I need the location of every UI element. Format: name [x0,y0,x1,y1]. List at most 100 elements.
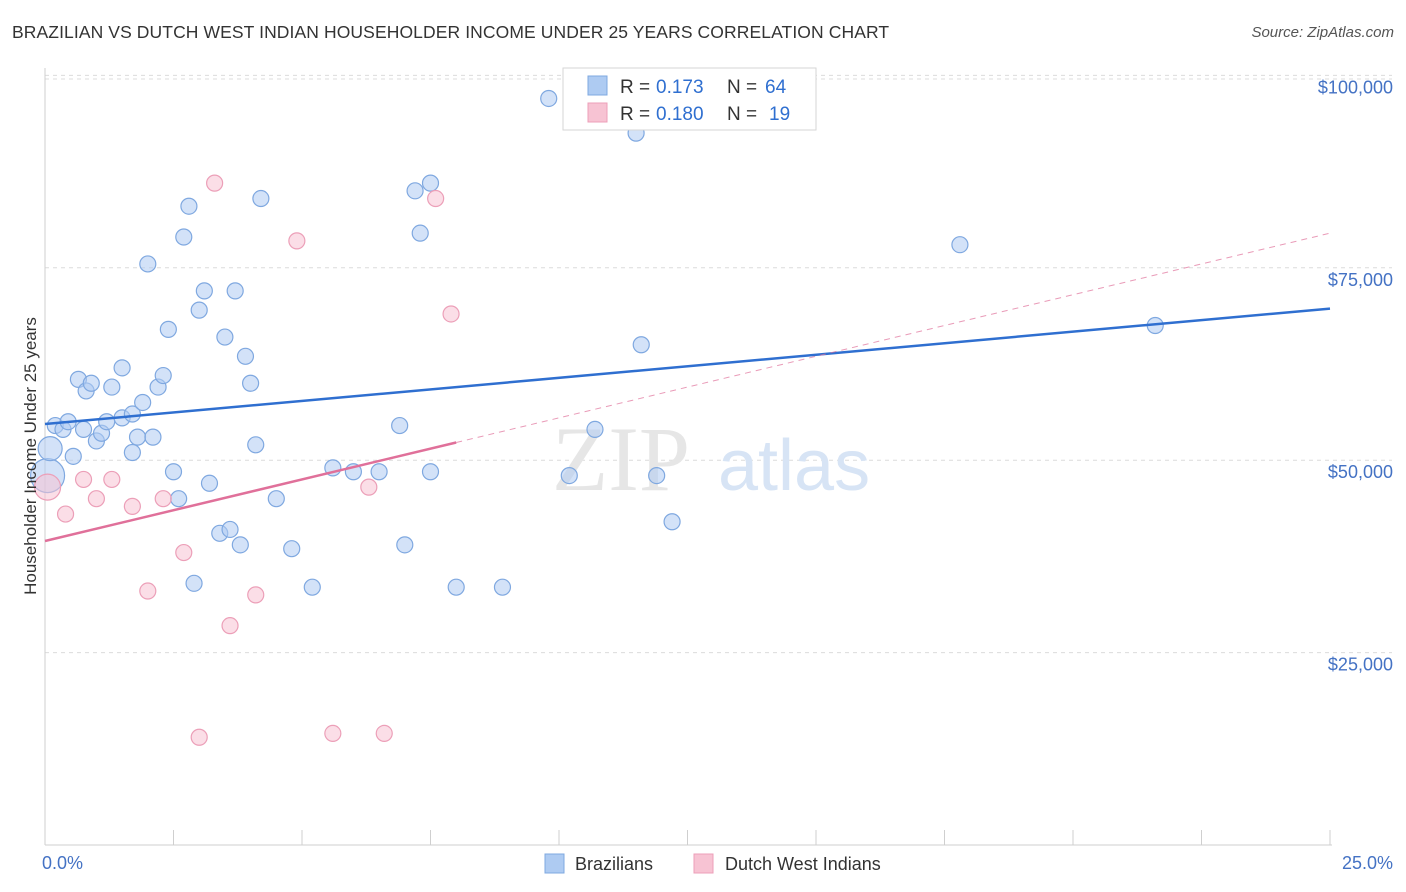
y-axis-title: Householder Income Under 25 years [21,317,40,595]
x-ticks [44,830,1331,845]
point-brazilians-53 [421,463,440,481]
point-brazilians-32 [200,474,219,492]
point-brazilians-20 [139,255,157,273]
chart-source: Source: ZipAtlas.com [1251,24,1394,41]
point-dutch-west-indians-10 [206,174,224,192]
x-tick-label-min: 0.0% [42,853,83,873]
point-dutch-west-indians-16 [375,724,393,743]
trend-lines [44,232,1331,543]
y-tick-label-25000: $25,000 [1328,655,1393,675]
point-brazilians-17 [123,443,141,462]
point-dutch-west-indians-14 [324,724,342,743]
point-dutch-west-indians-2 [74,470,93,489]
point-brazilians-21 [144,428,162,446]
point-brazilians-37 [231,536,249,554]
point-dutch-west-indians-4 [103,470,121,489]
y-tick-labels: $25,000 $50,000 $75,000 $100,000 [1318,77,1393,674]
point-brazilians-63 [951,236,969,254]
point-brazilians-23 [154,366,172,385]
point-brazilians-7 [74,420,93,439]
legend-n-value-1: 64 [765,77,787,98]
legend-bottom-label-brazilians: Brazilians [575,854,653,874]
point-brazilians-28 [180,197,198,215]
y-tick-label-75000: $75,000 [1328,270,1393,290]
point-brazilians-52 [421,174,440,192]
legend-r-label-2: R = [620,104,650,125]
point-dutch-west-indians-8 [175,543,193,562]
point-brazilians-48 [391,416,409,435]
legend-n-label-1: N = [727,77,757,98]
point-dutch-west-indians-3 [87,490,106,508]
point-brazilians-31 [195,282,213,300]
legend-r-value-2: 0.180 [656,104,704,125]
watermark-atlas: atlas [718,426,870,506]
point-dutch-west-indians-9 [190,728,208,746]
trend-line-dutch-west-indians [44,441,457,543]
legend-bottom-swatch-pink [693,853,714,874]
point-brazilians-1 [37,436,63,462]
point-brazilians-16 [123,405,141,423]
point-brazilians-50 [406,182,424,200]
point-brazilians-29 [185,574,203,592]
point-brazilians-56 [540,89,558,108]
point-brazilians-27 [175,228,193,246]
point-brazilians-60 [632,336,650,354]
point-brazilians-34 [216,328,234,346]
point-brazilians-58 [586,420,604,439]
trend-line-brazilians [44,307,1331,426]
trend-extension-dutch-west-indians [456,232,1331,443]
point-dutch-west-indians-15 [360,478,378,496]
point-brazilians-54 [447,578,465,596]
point-dutch-west-indians-11 [221,617,239,635]
y-tick-label-100000: $100,000 [1318,77,1393,97]
point-brazilians-25 [164,463,183,481]
point-brazilians-24 [159,320,177,338]
legend-r-value-1: 0.173 [656,77,704,98]
point-brazilians-57 [560,466,578,485]
legend-bottom-label-dutch-west-indians: Dutch West Indians [725,854,881,874]
point-dutch-west-indians-6 [139,582,157,600]
chart-title: BRAZILIAN VS DUTCH WEST INDIAN HOUSEHOLD… [12,22,890,42]
series-brazilians [29,89,1164,596]
legend-swatch-pink [587,102,608,123]
series-dutch-west-indians [33,174,460,746]
watermark-zip: ZIP [552,408,690,510]
point-brazilians-13 [103,378,121,396]
point-dutch-west-indians-13 [288,232,306,250]
point-dutch-west-indians-1 [56,505,75,523]
point-brazilians-42 [267,490,285,508]
legend-n-value-2: 19 [769,104,790,125]
point-brazilians-40 [247,436,265,454]
point-brazilians-43 [283,540,301,558]
legend-bottom: Brazilians Dutch West Indians [544,853,881,874]
point-brazilians-5 [64,447,82,465]
point-brazilians-47 [370,463,388,481]
point-brazilians-62 [663,513,681,531]
point-brazilians-35 [221,520,239,539]
point-brazilians-30 [190,301,208,319]
point-brazilians-26 [170,490,188,508]
legend-swatch-blue [587,75,608,96]
point-brazilians-38 [236,347,255,365]
point-brazilians-12 [98,413,116,431]
x-tick-label-max: 25.0% [1342,853,1393,873]
legend-n-label-2: N = [727,104,757,125]
point-brazilians-9 [82,374,100,392]
point-brazilians-19 [134,393,152,412]
point-brazilians-36 [226,282,244,300]
point-brazilians-55 [493,578,512,596]
legend-top: R = 0.173 N = 64 R = 0.180 N = 19 [562,67,817,131]
point-brazilians-49 [396,536,414,554]
point-dutch-west-indians-0 [33,473,62,501]
point-brazilians-14 [113,359,131,377]
watermark: ZIP atlas [552,408,870,510]
point-brazilians-61 [648,466,666,485]
point-dutch-west-indians-12 [247,586,265,604]
point-dutch-west-indians-7 [154,490,172,508]
point-brazilians-18 [128,428,147,446]
point-dutch-west-indians-5 [123,497,141,515]
point-brazilians-39 [242,374,260,392]
point-dutch-west-indians-18 [442,305,460,323]
point-brazilians-44 [303,578,321,596]
